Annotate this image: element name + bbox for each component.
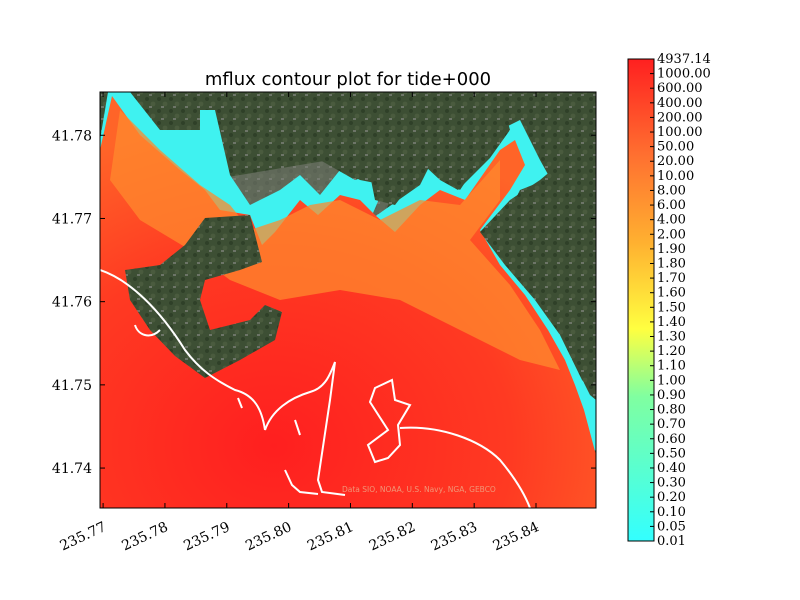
- x-tick-label: 235.77: [58, 519, 109, 554]
- colorbar-tick-label: 4937.14: [657, 52, 711, 67]
- colorbar-tick-label: 600.00: [657, 81, 703, 96]
- colorbar-tick-label: 0.40: [657, 461, 686, 476]
- colorbar-tick-label: 1.40: [657, 315, 686, 330]
- colorbar-tick-label: 0.70: [657, 417, 686, 432]
- y-tick-label: 41.75: [52, 378, 92, 394]
- colorbar-tick-label: 0.30: [657, 476, 686, 491]
- x-tick-label: 235.83: [429, 519, 480, 554]
- colorbar-tick-label: 0.10: [657, 505, 686, 520]
- plot-area: Data SIO, NOAA, U.S. Navy, NGA, GEBCO: [100, 92, 596, 508]
- y-tick-label: 41.77: [52, 211, 92, 227]
- y-tick-label: 41.78: [52, 128, 92, 144]
- x-tick-label: 235.84: [491, 519, 542, 554]
- chart-title: mflux contour plot for tide+000: [205, 69, 491, 90]
- x-tick-label: 235.82: [367, 519, 418, 554]
- colorbar-tick-label: 1.80: [657, 256, 686, 271]
- colorbar-tick-label: 0.05: [657, 519, 686, 534]
- x-tick-label: 235.79: [181, 519, 232, 554]
- colorbar-tick-label: 0.50: [657, 446, 686, 461]
- x-tick-label: 235.80: [243, 519, 294, 554]
- colorbar-tick-label: 1.90: [657, 242, 686, 257]
- y-axis: 41.74 41.75 41.76 41.77 41.78: [52, 128, 596, 477]
- peninsula-east: [300, 92, 510, 205]
- colorbar-tick-label: 1.60: [657, 286, 686, 301]
- colorbar-tick-label: 0.01: [657, 534, 686, 549]
- colorbar-tick-label: 1.20: [657, 344, 686, 359]
- colorbar-tick-label: 20.00: [657, 154, 694, 169]
- colorbar-tick-label: 1.50: [657, 300, 686, 315]
- y-tick-label: 41.74: [52, 461, 92, 477]
- colorbar-tick-label: 1000.00: [657, 67, 711, 82]
- colorbar-tick-label: 400.00: [657, 96, 703, 111]
- colorbar: 0.010.050.100.200.300.400.500.600.700.80…: [627, 52, 711, 549]
- y-tick-label: 41.76: [52, 295, 92, 311]
- colorbar-tick-label: 6.00: [657, 198, 686, 213]
- colorbar-tick-label: 1.00: [657, 373, 686, 388]
- x-tick-label: 235.81: [305, 519, 356, 554]
- colorbar-tick-label: 8.00: [657, 183, 686, 198]
- plot-frame: [99, 91, 597, 509]
- colorbar-tick-label: 10.00: [657, 169, 694, 184]
- colorbar-tick-label: 1.30: [657, 330, 686, 345]
- land-northeast: [480, 92, 596, 395]
- coastline: [100, 269, 531, 508]
- colorbar-tick-label: 0.80: [657, 403, 686, 418]
- colorbar-tick-label: 100.00: [657, 125, 703, 140]
- colorbar-ticks: 0.010.050.100.200.300.400.500.600.700.80…: [650, 52, 711, 549]
- colorbar-tick-label: 1.10: [657, 359, 686, 374]
- colorbar-tick-label: 0.60: [657, 432, 686, 447]
- colorbar-tick-label: 0.20: [657, 490, 686, 505]
- colorbar-tick-label: 50.00: [657, 140, 694, 155]
- colorbar-tick-label: 2.00: [657, 227, 686, 242]
- attribution-text: Data SIO, NOAA, U.S. Navy, NGA, GEBCO: [342, 485, 496, 494]
- colorbar-tick-label: 1.70: [657, 271, 686, 286]
- colorbar-tick-label: 4.00: [657, 213, 686, 228]
- x-tick-label: 235.78: [119, 519, 170, 554]
- colorbar-ramp: [627, 58, 655, 542]
- upper-bay-orange: [110, 110, 560, 370]
- colorbar-tick-label: 200.00: [657, 110, 703, 125]
- colorbar-tick-label: 0.90: [657, 388, 686, 403]
- peninsula-west: [125, 215, 282, 378]
